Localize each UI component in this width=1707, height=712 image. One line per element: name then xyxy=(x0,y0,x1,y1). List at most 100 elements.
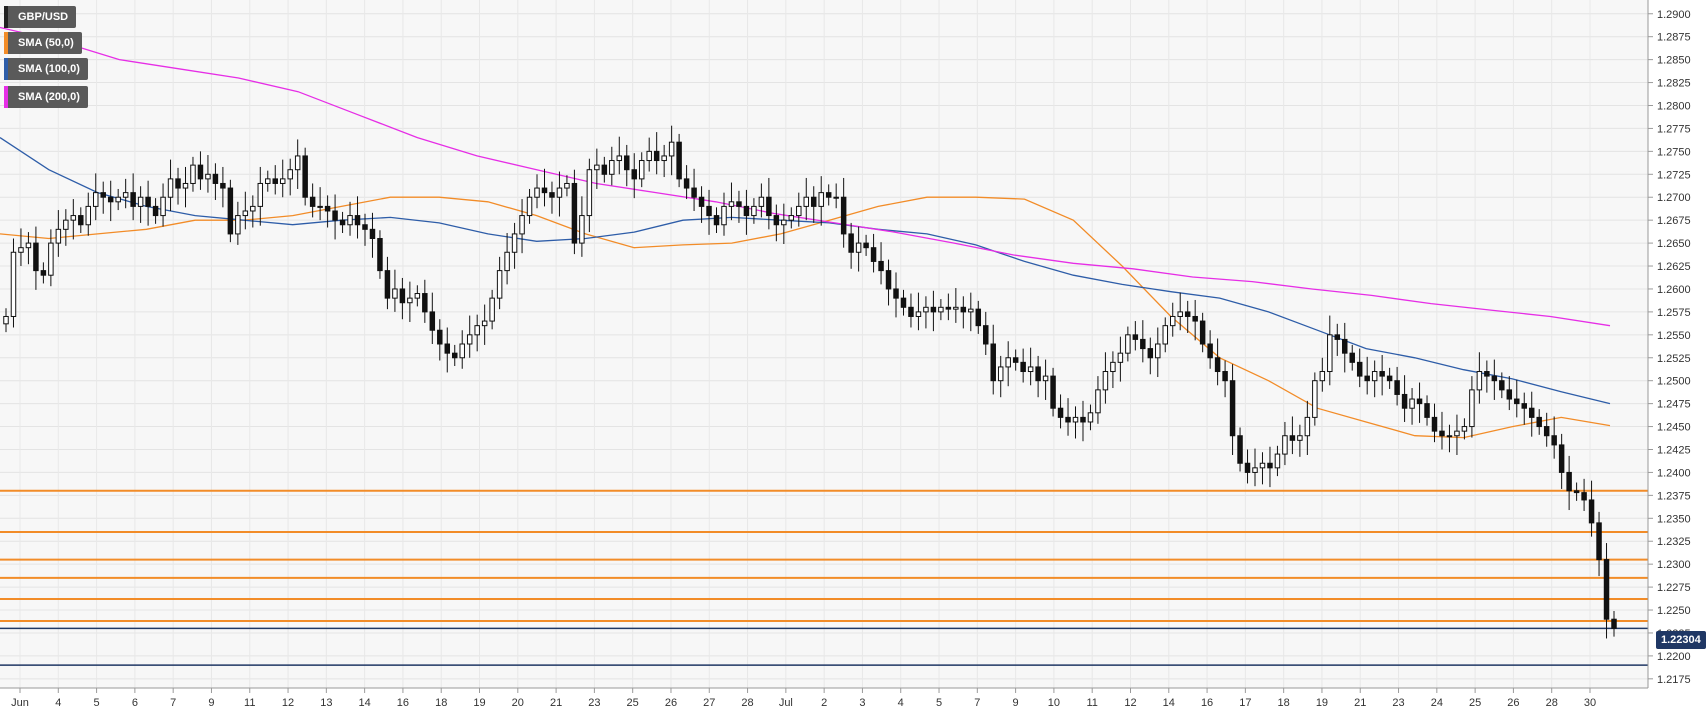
candle xyxy=(1065,416,1071,423)
candle xyxy=(1102,371,1109,391)
candle xyxy=(1596,522,1602,561)
legend-swatch xyxy=(4,32,8,54)
legend-item-gbpusd[interactable]: GBP/USD xyxy=(4,6,77,28)
legend-item-sma50[interactable]: SMA (50,0) xyxy=(4,32,82,54)
candle xyxy=(930,306,937,313)
candle xyxy=(624,155,630,171)
x-tick-label: 9 xyxy=(208,697,214,709)
candle xyxy=(175,178,181,189)
candle xyxy=(272,178,278,184)
legend-item-sma200[interactable]: SMA (200,0) xyxy=(4,86,88,108)
candle xyxy=(1319,371,1326,382)
last-price-badge: 1.22304 xyxy=(1656,631,1706,649)
x-tick-label: 14 xyxy=(1163,697,1175,709)
candle xyxy=(40,270,47,276)
candle xyxy=(915,311,922,317)
candle xyxy=(534,187,540,198)
candle xyxy=(743,205,750,217)
x-tick-label: 7 xyxy=(170,697,176,709)
y-tick-label: 1.2475 xyxy=(1657,399,1691,411)
candle xyxy=(1484,371,1490,377)
y-tick-label: 1.2600 xyxy=(1657,284,1691,296)
candle xyxy=(1528,407,1535,418)
candle xyxy=(781,219,787,226)
candle xyxy=(1080,416,1086,423)
candle xyxy=(736,201,742,207)
candle xyxy=(526,196,533,217)
candle xyxy=(107,196,114,203)
candle xyxy=(100,192,106,198)
candle xyxy=(863,242,869,249)
y-tick-label: 1.2200 xyxy=(1657,651,1691,663)
candle xyxy=(766,196,772,217)
candle xyxy=(1611,618,1617,629)
x-tick-label: 18 xyxy=(1278,697,1290,709)
candle xyxy=(1521,403,1527,409)
candle xyxy=(1117,352,1124,363)
support-levels xyxy=(0,489,1648,666)
candle xyxy=(713,215,720,226)
x-tick-label: 16 xyxy=(1201,697,1213,709)
candle xyxy=(1155,343,1161,359)
candle xyxy=(18,247,24,253)
candle xyxy=(923,306,929,313)
candle xyxy=(1349,352,1355,363)
candle xyxy=(48,242,54,276)
y-tick-label: 1.2725 xyxy=(1657,169,1691,181)
candle xyxy=(773,215,780,226)
candle xyxy=(250,205,256,212)
x-tick-label: 19 xyxy=(473,697,485,709)
candle xyxy=(870,247,877,262)
candle xyxy=(1454,430,1460,437)
candle xyxy=(70,215,77,221)
grid xyxy=(0,0,1648,688)
candle xyxy=(855,242,862,253)
candle xyxy=(466,334,473,345)
candle xyxy=(377,238,383,272)
candle xyxy=(1379,371,1385,377)
candle xyxy=(309,196,316,207)
y-axis-ticks: 1.2900 1.2875 1.2850 1.2825 1.2800 1.2775 1.27… xyxy=(1648,9,1691,686)
candle xyxy=(324,205,331,212)
candle xyxy=(1401,393,1408,409)
candle xyxy=(1558,444,1565,473)
candle xyxy=(601,164,608,175)
candle xyxy=(279,178,286,184)
candle xyxy=(452,352,458,359)
legend-swatch xyxy=(4,86,8,108)
candle xyxy=(616,155,623,162)
x-tick-label: 23 xyxy=(588,697,600,709)
x-tick-label: 21 xyxy=(1354,697,1366,709)
x-tick-label: 14 xyxy=(359,697,371,709)
x-axis-ticks: Jun 4 5 6 7 9 11 12 13 14 16 18 19 20 21 23 25 26 27 28 Jul 2… xyxy=(11,688,1596,709)
y-tick-label: 1.2350 xyxy=(1657,513,1691,525)
candle xyxy=(1543,426,1550,437)
x-tick-label: 25 xyxy=(627,697,639,709)
legend-label: GBP/USD xyxy=(18,11,69,23)
candle xyxy=(339,219,346,226)
candle xyxy=(751,205,757,217)
candle xyxy=(1342,338,1348,354)
legend-swatch xyxy=(4,6,8,28)
candle xyxy=(444,343,451,354)
candle xyxy=(1214,357,1221,373)
candle xyxy=(511,233,518,253)
legend-item-sma100[interactable]: SMA (100,0) xyxy=(4,58,88,80)
candle xyxy=(1169,315,1176,327)
candle xyxy=(661,155,667,162)
candle xyxy=(422,293,428,313)
candle xyxy=(1446,435,1453,438)
candle xyxy=(1042,375,1049,382)
candle xyxy=(504,251,510,272)
candle xyxy=(85,205,92,226)
candle xyxy=(235,215,241,235)
candle xyxy=(347,215,353,226)
x-tick-label: Jun xyxy=(11,697,29,709)
candle xyxy=(459,343,465,359)
sma-line xyxy=(0,137,1611,405)
y-tick-label: 1.2675 xyxy=(1657,215,1691,227)
y-tick-label: 1.2550 xyxy=(1657,330,1691,342)
legend-label: SMA (100,0) xyxy=(18,63,80,75)
